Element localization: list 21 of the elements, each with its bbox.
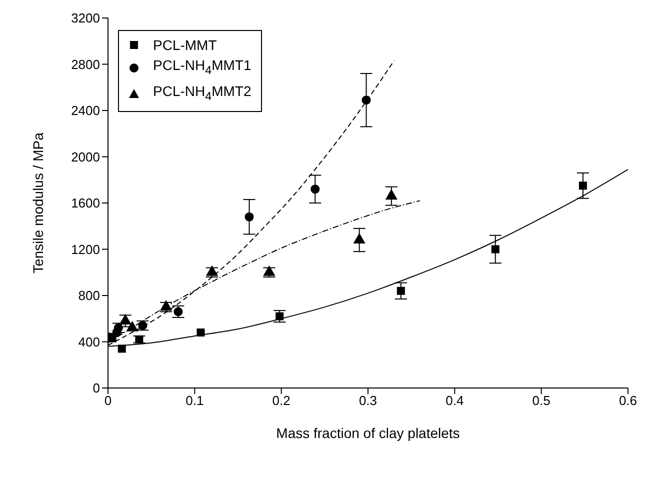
- x-axis-title: Mass fraction of clay platelets: [276, 425, 460, 441]
- x-tick-label: 0.5: [532, 393, 550, 408]
- y-tick-label: 1600: [71, 196, 100, 211]
- y-tick-label: 2800: [71, 56, 100, 72]
- y-tick-label: 0: [92, 380, 100, 396]
- x-tick-label: 0.6: [618, 393, 638, 408]
- y-tick-label: 3200: [71, 10, 100, 26]
- legend-label: PCL-NH$_{4}$MMT2: [153, 82, 252, 103]
- y-tick-label: 2400: [71, 103, 100, 118]
- x-tick-label: 0.2: [272, 393, 290, 408]
- x-tick-label: 0.4: [446, 393, 464, 408]
- y-tick-label: 800: [78, 288, 100, 304]
- legend-label: PCL-MMT: [153, 37, 217, 53]
- y-axis-title: Tensile modulus / MPa: [30, 132, 46, 274]
- x-tick-label: 0.3: [358, 393, 378, 408]
- y-tick-label: 2000: [71, 149, 100, 164]
- y-tick-label: 400: [78, 334, 100, 350]
- x-tick-label: 0.1: [186, 393, 204, 408]
- legend-label: PCL-NH$_{4}$MMT1: [153, 57, 252, 77]
- y-tick-label: 1200: [71, 242, 100, 257]
- x-tick-label: 0: [104, 393, 112, 408]
